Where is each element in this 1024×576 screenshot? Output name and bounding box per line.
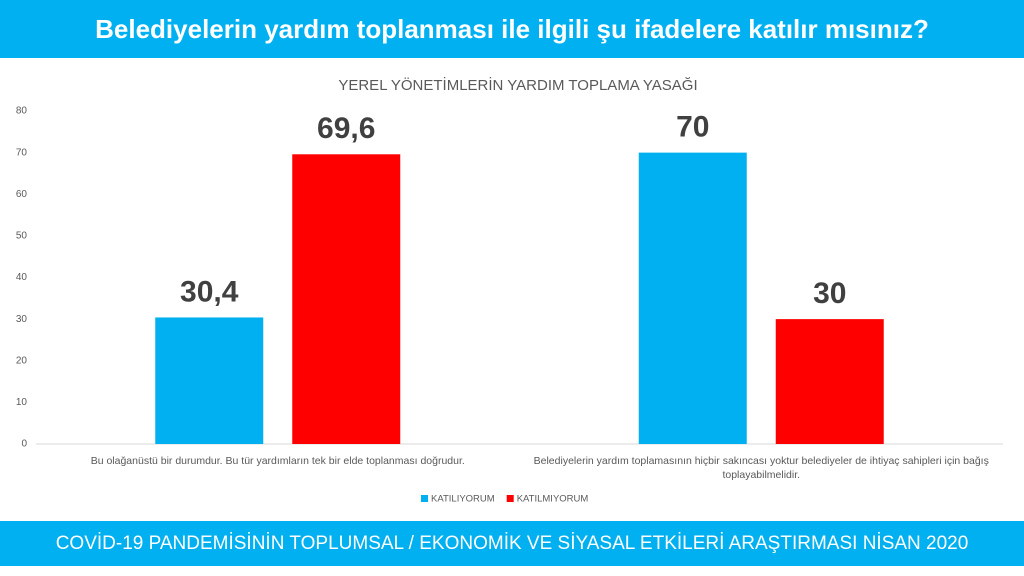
value-label: 70 [676,111,709,144]
value-label: 69,6 [317,112,375,145]
y-tick-label: 80 [16,106,28,117]
legend-label: KATILIYORUM [431,494,495,505]
y-tick-label: 20 [16,355,28,366]
header-title: Belediyelerin yardım toplanması ile ilgi… [0,0,1024,58]
bar [638,152,747,444]
bar [292,154,401,444]
x-tick-label: Belediyelerin yardım toplamasının hiçbir… [533,455,989,481]
legend-label: KATILMIYORUM [517,494,589,505]
bar [155,317,264,444]
y-tick-label: 70 [16,147,28,158]
chart-title: YEREL YÖNETİMLERİN YARDIM TOPLAMA YASAĞI [338,76,697,94]
y-tick-label: 60 [16,189,28,200]
value-label: 30,4 [180,275,239,308]
x-tick-label: Bu olağanüstü bir durumdur. Bu tür yardı… [90,455,465,467]
y-tick-label: 50 [16,231,28,242]
chart: YEREL YÖNETİMLERİN YARDIM TOPLAMA YASAĞI… [16,76,1003,505]
footer-text: COVİD-19 PANDEMİSİNİN TOPLUMSAL / EKONOM… [0,521,1024,566]
y-tick-label: 30 [16,314,28,325]
y-tick-label: 40 [16,272,28,283]
value-label: 30 [813,277,846,310]
y-tick-label: 10 [16,397,28,408]
legend-swatch [506,495,514,502]
legend-swatch [421,495,428,502]
bar [775,319,884,444]
y-tick-label: 0 [21,439,27,450]
